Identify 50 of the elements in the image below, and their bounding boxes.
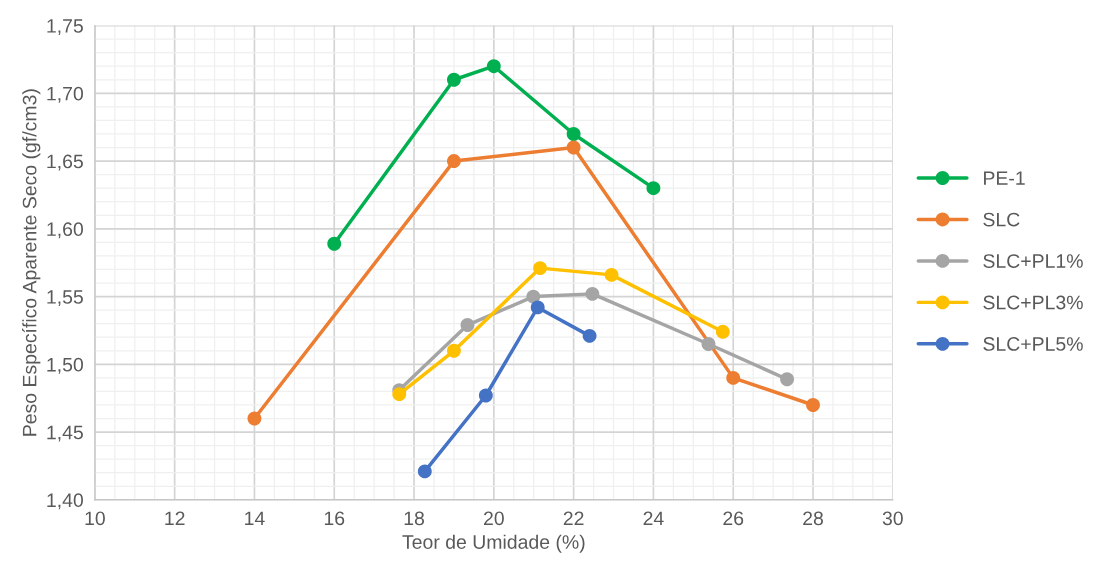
x-tick-label: 26 bbox=[723, 511, 744, 526]
x-tick-label: 28 bbox=[803, 511, 823, 526]
point bbox=[806, 398, 820, 412]
point bbox=[604, 267, 619, 282]
point bbox=[446, 154, 461, 169]
x-tick-label: 12 bbox=[165, 511, 185, 526]
point bbox=[701, 337, 716, 351]
point bbox=[247, 411, 262, 426]
x-axis-title: Teor de Umidade (%) bbox=[402, 534, 585, 553]
point bbox=[446, 343, 461, 358]
y-tick-label: 1,60 bbox=[47, 222, 83, 239]
y-axis-title: Peso Específico Aparente Seco (gf/cm3) bbox=[22, 89, 41, 436]
x-tick-label: 14 bbox=[245, 511, 265, 526]
point bbox=[715, 324, 730, 339]
x-tick-label: 10 bbox=[85, 511, 105, 526]
y-tick-label: 1,65 bbox=[47, 154, 83, 171]
point bbox=[486, 59, 501, 74]
x-tick-label: 16 bbox=[324, 511, 345, 526]
x-tick-label: 24 bbox=[643, 511, 664, 526]
point bbox=[446, 72, 461, 87]
x-tick-label: 18 bbox=[404, 511, 425, 526]
point bbox=[585, 286, 600, 301]
x-tick-label: 30 bbox=[882, 511, 903, 526]
point bbox=[533, 261, 548, 276]
y-tick-label: 1,50 bbox=[47, 357, 83, 374]
point bbox=[478, 388, 493, 403]
point bbox=[780, 372, 795, 387]
point bbox=[530, 300, 545, 315]
point bbox=[417, 464, 432, 479]
x-tick-label: 20 bbox=[484, 511, 504, 526]
y-tick-label: 1,75 bbox=[47, 19, 83, 36]
x-tick-label: 22 bbox=[563, 511, 584, 526]
point bbox=[566, 140, 581, 155]
point bbox=[460, 318, 475, 332]
legend-label: PE-1 bbox=[984, 171, 1025, 185]
legend-label: SLC bbox=[983, 212, 1020, 227]
point bbox=[646, 181, 661, 196]
point bbox=[392, 387, 407, 402]
legend-label: SLC+PL3% bbox=[983, 295, 1083, 310]
legend-label: SLC+PL5% bbox=[983, 337, 1083, 351]
y-tick-label: 1,45 bbox=[47, 425, 83, 442]
legend-label: SLC+PL1% bbox=[983, 254, 1083, 268]
y-tick-label: 1,55 bbox=[47, 290, 83, 307]
y-tick-label: 1,70 bbox=[47, 86, 83, 103]
point bbox=[726, 370, 741, 385]
point bbox=[327, 236, 342, 251]
point bbox=[582, 328, 597, 343]
point bbox=[526, 289, 541, 304]
y-tick-label: 1,40 bbox=[47, 493, 83, 510]
point bbox=[566, 127, 581, 141]
